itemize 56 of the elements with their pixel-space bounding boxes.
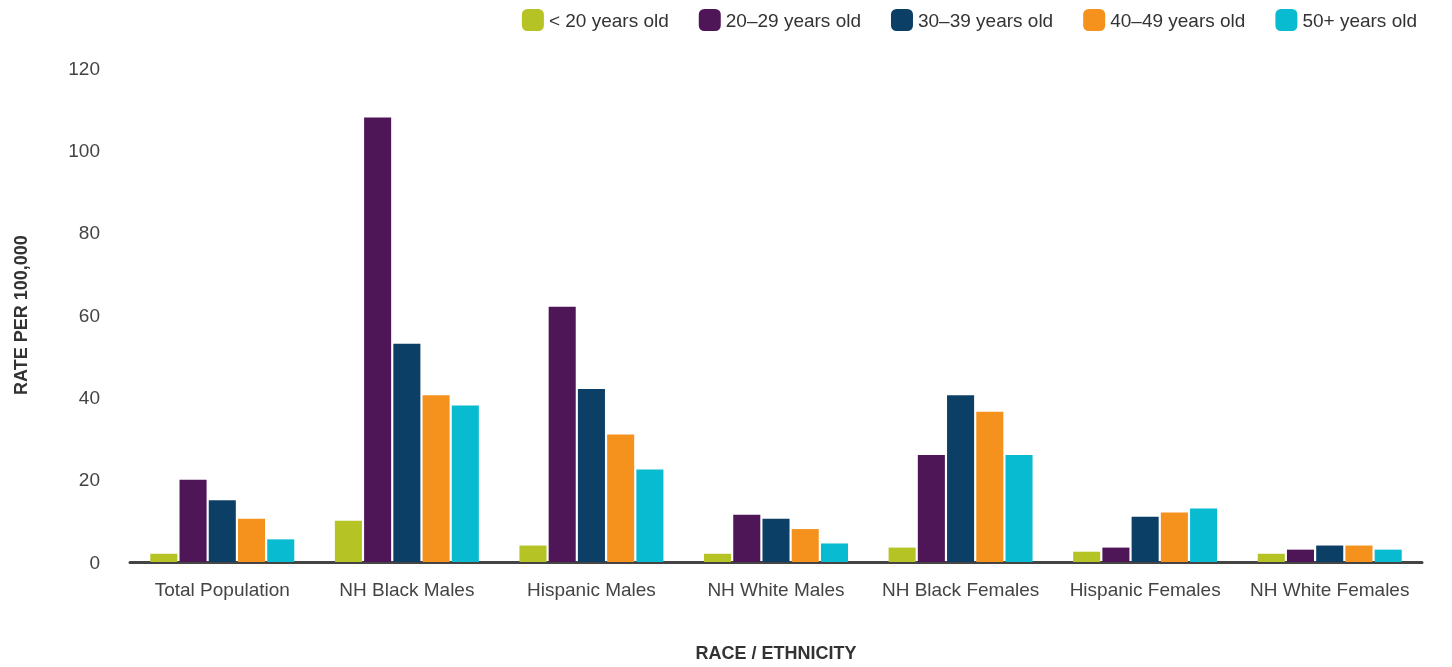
bar: [1190, 508, 1218, 562]
x-axis-title: RACE / ETHNICITY: [695, 643, 857, 663]
bar: [1345, 545, 1373, 562]
bar: [393, 343, 421, 562]
bar: [762, 518, 790, 562]
y-tick-label: 80: [78, 222, 100, 244]
bar: [208, 500, 236, 562]
bar: [733, 514, 761, 562]
y-tick-label: 120: [68, 57, 100, 79]
bar: [179, 479, 207, 562]
y-tick-label: 40: [78, 386, 100, 408]
bar: [451, 405, 479, 562]
x-tick-label: Hispanic Males: [527, 579, 656, 600]
x-tick-label: Total Population: [154, 579, 290, 600]
legend-label: < 20 years old: [548, 9, 669, 31]
bar: [704, 553, 732, 562]
bar: [791, 529, 819, 562]
bar: [1073, 551, 1101, 562]
bar: [1131, 516, 1159, 562]
bar: [1102, 547, 1130, 562]
y-tick-label: 100: [68, 139, 100, 161]
legend-label: 40–49 years old: [1110, 9, 1246, 31]
y-tick-label: 0: [89, 551, 100, 573]
bar: [422, 395, 450, 562]
bar: [1286, 549, 1315, 562]
bar: [607, 434, 635, 562]
bar: [1257, 553, 1285, 562]
bar: [519, 545, 547, 562]
bar: [917, 454, 945, 562]
bar: [364, 117, 392, 562]
bar: [577, 389, 605, 562]
x-tick-label: NH White Females: [1250, 579, 1410, 600]
x-tick-label: NH Black Females: [881, 579, 1040, 600]
y-tick-label: 20: [78, 469, 100, 491]
bar: [636, 469, 664, 562]
bar: [150, 553, 178, 562]
bar: [1374, 549, 1402, 562]
bar: [947, 395, 975, 562]
bar: [820, 543, 848, 562]
bar: [334, 520, 362, 562]
bar: [1316, 545, 1344, 562]
y-tick-label: 60: [78, 304, 100, 326]
bar: [1005, 454, 1033, 562]
y-axis-title: RATE PER 100,000: [11, 235, 31, 395]
legend-label: 20–29 years old: [725, 9, 861, 31]
x-tick-label: NH Black Males: [339, 579, 475, 600]
x-tick-label: Hispanic Females: [1069, 579, 1221, 600]
bar: [548, 306, 576, 562]
x-tick-label: NH White Males: [707, 579, 845, 600]
legend-label: 50+ years old: [1302, 9, 1418, 31]
bar: [888, 547, 916, 562]
bar: [267, 539, 295, 562]
bar: [237, 518, 266, 562]
legend-label: 30–39 years old: [917, 9, 1054, 31]
bar: [976, 411, 1004, 562]
bar: [1160, 512, 1188, 562]
